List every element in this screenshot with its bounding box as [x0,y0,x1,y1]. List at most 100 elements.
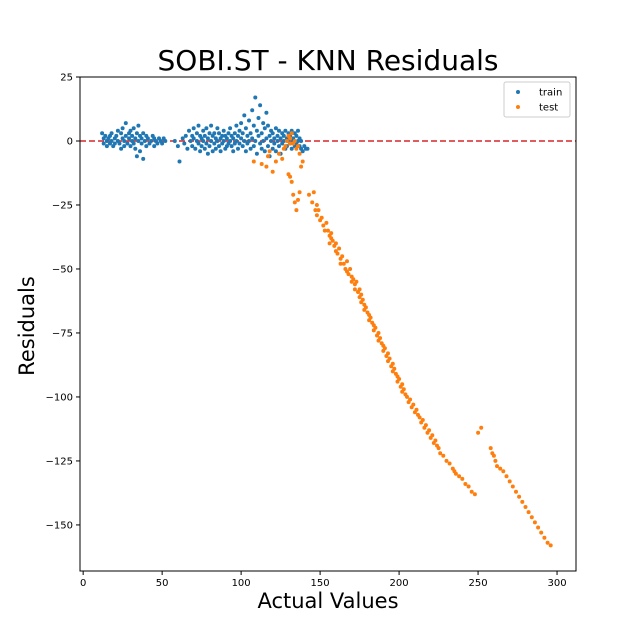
test-point [430,433,435,438]
train-point [217,144,221,149]
test-point [382,346,387,351]
train-point [299,139,304,143]
train-point [270,146,275,151]
test-point [514,489,518,494]
test-point [545,540,550,545]
test-point [447,461,452,466]
train-point [149,139,154,143]
train-point [305,146,310,151]
train-point [123,133,128,138]
test-point [401,387,406,392]
train-point [264,136,269,141]
series-train [100,95,310,164]
train-point [277,144,281,149]
train-point [101,141,106,146]
test-point [495,464,499,469]
train-point [201,128,206,133]
train-point [226,131,231,136]
test-point [329,231,334,236]
y-tick-label: 25 [60,73,73,84]
train-point [254,128,259,133]
test-point [316,208,321,213]
test-point [335,251,340,256]
train-point [130,133,135,138]
train-point [207,131,212,136]
legend-marker-test [516,105,520,109]
test-point [376,331,381,335]
train-point [224,136,229,141]
y-tick-label: −75 [52,328,73,339]
legend-label-test: test [539,103,558,114]
test-point [414,407,419,412]
test-point [387,356,392,361]
train-point [245,133,250,138]
test-point [469,489,474,494]
train-point [221,128,226,133]
train-point [243,149,248,154]
test-point [341,261,346,266]
train-point [187,128,191,133]
test-point [351,277,356,282]
train-point [278,136,283,141]
train-point [128,128,133,133]
test-point [373,325,378,330]
train-point [119,131,124,136]
train-point [262,149,267,154]
train-point [210,149,215,154]
train-point [112,141,117,146]
train-point [242,139,247,143]
test-point [510,484,515,489]
test-point [423,423,428,428]
y-tick-label: −150 [46,520,73,531]
test-point [520,499,525,504]
x-tick-label: 0 [80,578,86,589]
train-point [115,128,120,133]
train-point [205,136,210,141]
train-point [240,144,245,149]
train-point [191,126,196,131]
train-point [251,144,256,149]
train-point [218,149,223,154]
train-point [220,133,225,138]
test-point [444,458,449,463]
test-point [523,505,528,509]
train-point [160,141,165,146]
test-point [292,200,297,205]
test-point [310,200,315,205]
test-point [507,479,512,484]
train-point [247,118,251,123]
test-point [392,366,397,371]
test-point [436,446,441,451]
train-point [266,144,270,149]
test-point [348,267,353,271]
train-point [122,144,127,149]
train-point [256,133,261,138]
train-point [114,133,119,138]
test-point [360,297,365,302]
train-point [254,151,259,156]
train-point [134,154,139,159]
test-point [548,543,553,548]
test-point [270,169,275,174]
train-point [264,110,269,115]
train-point [240,131,245,136]
test-point [405,394,409,399]
test-point [532,520,537,525]
test-point [333,241,338,246]
test-point [326,228,330,233]
test-point [397,377,402,381]
train-point [212,131,217,136]
train-point [141,156,146,161]
train-point [175,144,180,149]
train-point [139,141,144,146]
train-point [229,144,234,149]
train-point [270,131,275,136]
train-point [104,144,109,149]
train-point [134,131,139,136]
test-point [280,156,285,161]
train-point [109,139,114,143]
test-point [296,144,300,149]
train-point [123,121,128,126]
train-point [117,141,122,146]
test-point [277,151,281,156]
